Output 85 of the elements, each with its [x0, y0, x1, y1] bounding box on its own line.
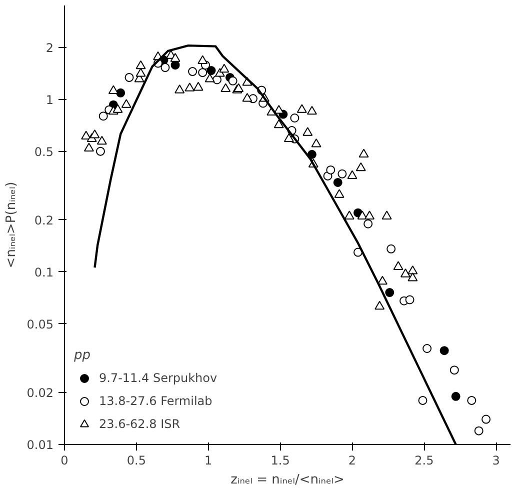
point [112, 104, 123, 113]
y-axis-title: <nᵢₙₑₗ>P(nᵢₙₑₗ) [4, 182, 19, 268]
y-tick-label: 2 [46, 40, 54, 55]
point [474, 426, 484, 436]
point [408, 266, 418, 274]
x-tick-label: 3 [492, 454, 500, 468]
point [450, 366, 459, 375]
point [284, 133, 294, 142]
point [393, 261, 404, 270]
point [84, 142, 94, 152]
point [228, 76, 238, 86]
point [98, 112, 108, 121]
point [344, 210, 354, 220]
x-tick-label: 1.5 [270, 454, 290, 468]
point [482, 414, 491, 424]
point [121, 99, 132, 108]
y-tick-label: 0.02 [26, 386, 54, 400]
legend-label: 9.7-11.4 Serpukhov [99, 371, 218, 385]
point [220, 83, 231, 92]
point [326, 165, 336, 174]
point [136, 60, 146, 70]
point [364, 210, 375, 220]
point [338, 169, 347, 178]
point [302, 127, 313, 136]
point [334, 189, 344, 198]
y-tick-label: 0.05 [26, 317, 54, 332]
point [170, 53, 180, 62]
point [124, 72, 134, 82]
point [184, 82, 195, 92]
point [206, 66, 216, 76]
point [198, 68, 208, 78]
point [382, 210, 392, 220]
point [274, 119, 284, 128]
point [467, 396, 476, 405]
point [108, 85, 118, 94]
point [160, 63, 170, 72]
legend-label: 23.6-62.8 ISR [99, 417, 180, 431]
point [357, 210, 368, 220]
point [347, 170, 358, 180]
point [188, 67, 198, 76]
y-tick-label: 0.1 [34, 265, 54, 280]
point [290, 114, 300, 122]
point [204, 73, 215, 82]
point [296, 104, 307, 113]
point [242, 92, 252, 102]
x-tick-label: 0.5 [126, 454, 146, 468]
y-tick-label: 0.2 [34, 213, 54, 228]
y-tick-label: 0.5 [34, 144, 54, 159]
point [405, 295, 414, 304]
y-tick-label: 0.01 [26, 438, 54, 452]
legend-title: pp [74, 348, 92, 363]
point [311, 138, 322, 148]
point [400, 268, 410, 278]
point [356, 162, 366, 172]
legend-label: 13.8-27.6 Fermilab [99, 394, 212, 408]
point [386, 244, 396, 254]
point [385, 288, 394, 297]
point [193, 82, 204, 91]
point [408, 272, 418, 282]
x-tick-label: 2.5 [414, 454, 434, 468]
point [96, 146, 105, 156]
point [219, 64, 230, 73]
point [358, 148, 369, 158]
point [198, 55, 208, 64]
point [116, 88, 126, 98]
x-tick-label: 2 [348, 454, 356, 468]
y-tick-label: 1 [46, 92, 54, 107]
point [136, 68, 146, 77]
point [90, 130, 100, 138]
point [377, 276, 388, 285]
point [374, 300, 385, 310]
point [364, 219, 373, 228]
x-tick-label: 0 [60, 454, 68, 468]
point [418, 396, 428, 405]
point [274, 104, 284, 114]
x-axis-title: zᵢₙₑₗ = nᵢₙₑₗ/<nᵢₙₑₗ> [230, 472, 344, 488]
point [96, 136, 107, 145]
x-tick-label: 1 [204, 454, 212, 468]
point [174, 84, 185, 94]
point [451, 392, 460, 401]
point [306, 106, 317, 115]
point [81, 130, 92, 140]
point [422, 344, 432, 353]
point [440, 346, 449, 356]
point [333, 178, 342, 187]
